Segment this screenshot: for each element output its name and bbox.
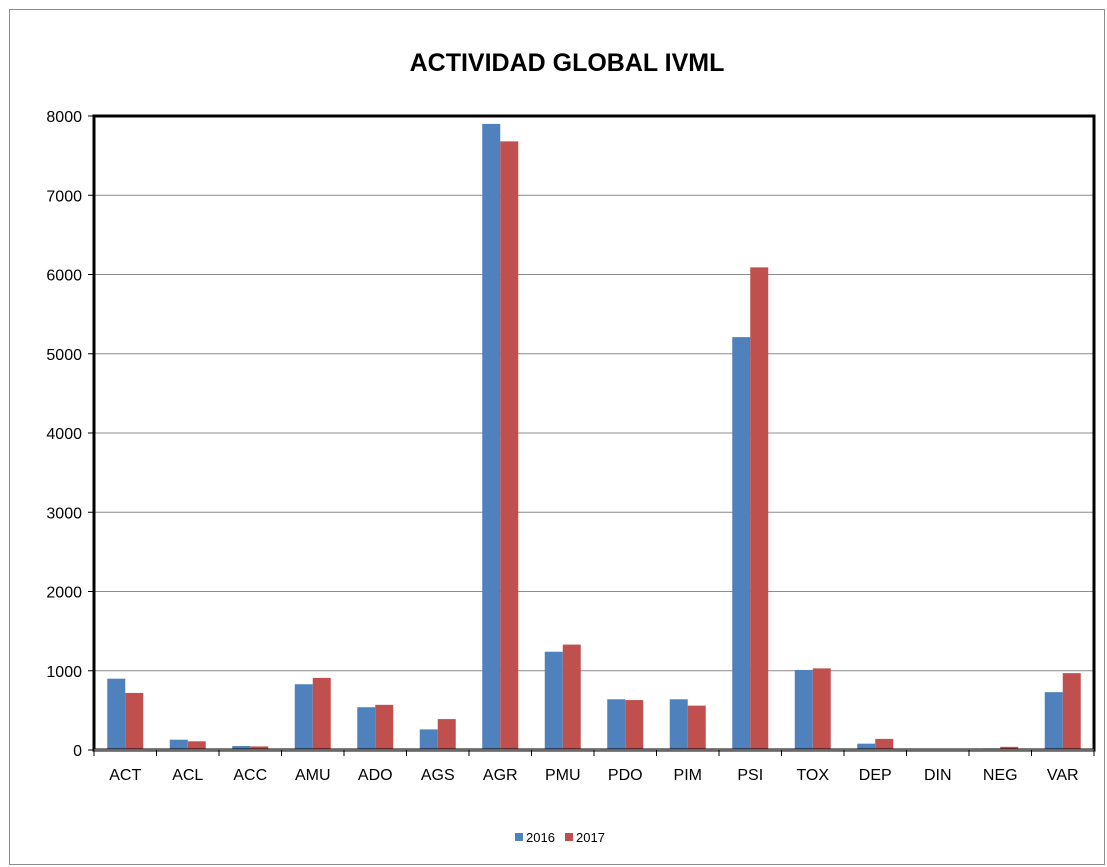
bar-2017-amu [312,677,331,750]
x-tick-label: TOX [796,767,829,784]
chart-title: ACTIVIDAD GLOBAL IVML [410,49,725,77]
bar-2017-pmu [562,644,581,750]
y-tick-label: 0 [73,743,82,760]
x-tick-label: ACC [233,767,267,784]
x-tick-label: PIM [674,767,702,784]
bar-2016-var [1044,692,1063,750]
x-tick-label: PDO [608,767,643,784]
bar-2017-ags [437,719,456,750]
y-tick-label: 7000 [46,188,82,205]
bar-chart: ACTIVIDAD GLOBAL IVML 0 1000 2000 3000 4000 5… [46,49,1096,845]
x-tick-label: VAR [1047,767,1079,784]
bar-2017-tox [812,668,831,750]
bar-2016-act [107,678,126,750]
x-tick-label: DIN [924,767,952,784]
x-tick-label: ADO [358,767,393,784]
x-tick-label: PSI [737,767,763,784]
y-tick-label: 5000 [46,347,82,364]
bar-2016-pim [669,699,688,750]
bar-2017-acc [250,746,269,750]
y-tick-label: 4000 [46,426,82,443]
x-tick-label: DEP [859,767,892,784]
legend-swatch-2016 [515,833,523,841]
bar-2017-dep [875,738,894,750]
x-axis-ticks: ACT ACL ACC AMU ADO AGS AGR PMU PDO PIM PSI TOX DEP D… [93,750,1095,784]
legend-swatch-2017 [565,833,573,841]
bar-2016-amu [294,684,313,750]
bar-2017-neg [1000,746,1019,750]
y-tick-label: 1000 [46,664,82,681]
bar-2017-pdo [625,700,644,750]
bar-2016-acl [169,739,188,750]
bar-2017-act [125,692,144,750]
x-tick-label: AMU [295,767,331,784]
x-tick-label: NEG [983,767,1018,784]
legend-label-2017: 2017 [576,830,605,845]
y-tick-label: 6000 [46,268,82,285]
legend: 2016 2017 [515,830,605,845]
bar-2016-agr [482,123,501,751]
bar-2017-acl [187,741,206,750]
y-tick-label: 3000 [46,505,82,522]
bar-2017-psi [750,267,769,750]
x-tick-label: AGS [421,767,455,784]
bar-2016-pdo [607,699,626,750]
legend-label-2016: 2016 [526,830,555,845]
chart-frame: ACTIVIDAD GLOBAL IVML 0 1000 2000 3000 4000 5… [9,9,1105,865]
bar-2017-var [1062,673,1081,750]
bars-group [107,123,1081,751]
bar-2016-psi [732,337,751,750]
bar-2017-pim [687,705,706,750]
bar-2017-ado [375,704,394,750]
bar-2016-dep [857,743,876,750]
x-tick-label: ACL [172,767,203,784]
y-tick-label: 8000 [46,109,82,126]
y-axis-ticks: 0 1000 2000 3000 4000 5000 6000 7000 8000 [46,109,94,760]
bar-2016-pmu [544,651,563,750]
bar-2016-tox [794,669,813,750]
x-tick-label: AGR [483,767,518,784]
gridlines [94,194,1094,672]
bar-2016-ado [357,707,376,750]
x-tick-label: PMU [545,767,581,784]
bar-2016-acc [232,746,251,750]
bar-2016-ags [419,729,438,750]
x-tick-label: ACT [109,767,141,784]
y-tick-label: 2000 [46,585,82,602]
bar-2017-agr [500,141,519,751]
